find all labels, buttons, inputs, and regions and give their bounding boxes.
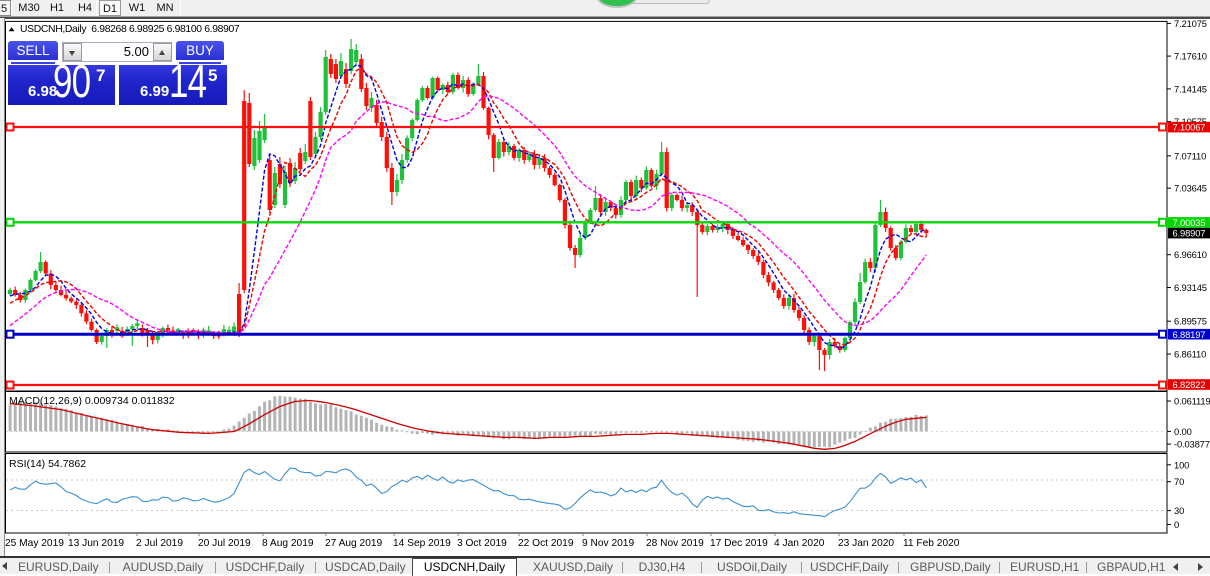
svg-text:6.93145: 6.93145 [1174,282,1207,293]
svg-text:-0.038777: -0.038777 [1174,439,1210,450]
svg-text:13 Jun 2019: 13 Jun 2019 [68,538,124,549]
svg-text:0.061119: 0.061119 [1174,396,1210,407]
svg-text:30: 30 [1174,505,1184,516]
svg-text:6.82822: 6.82822 [1173,379,1206,390]
svg-text:RSI(14) 54.7862: RSI(14) 54.7862 [9,458,86,470]
svg-text:4 Jan 2020: 4 Jan 2020 [774,538,825,549]
svg-text:25 May 2019: 25 May 2019 [5,538,64,549]
svg-text:3 Oct 2019: 3 Oct 2019 [457,538,507,549]
svg-text:28 Nov 2019: 28 Nov 2019 [646,538,704,549]
svg-text:9 Nov 2019: 9 Nov 2019 [582,538,634,549]
svg-text:100: 100 [1174,459,1189,470]
svg-text:7.10575: 7.10575 [1174,116,1207,127]
svg-text:6.88197: 6.88197 [1173,329,1206,340]
svg-text:7.07110: 7.07110 [1174,150,1206,161]
svg-text:6.96610: 6.96610 [1174,249,1207,260]
svg-text:70: 70 [1174,476,1184,487]
svg-text:20 Jul 2019: 20 Jul 2019 [198,538,251,549]
svg-text:6.86110: 6.86110 [1174,349,1206,360]
svg-text:6.89575: 6.89575 [1174,316,1207,327]
svg-text:6.98907: 6.98907 [1173,228,1206,239]
svg-text:14 Sep 2019: 14 Sep 2019 [393,538,451,549]
svg-text:17 Dec 2019: 17 Dec 2019 [710,538,768,549]
svg-text:23 Jan 2020: 23 Jan 2020 [838,538,894,549]
svg-text:MACD(12,26,9) 0.009734 0.01183: MACD(12,26,9) 0.009734 0.011832 [9,395,175,407]
svg-text:0: 0 [1174,519,1179,530]
svg-text:7.21075: 7.21075 [1174,18,1207,29]
svg-text:22 Oct 2019: 22 Oct 2019 [518,538,574,549]
svg-text:7.00035: 7.00035 [1173,217,1206,228]
svg-text:USDCNH,Daily 6.98268 6.98925: USDCNH,Daily 6.98268 6.98925 6.98100 6.9… [20,24,240,35]
svg-text:2 Jul 2019: 2 Jul 2019 [136,538,183,549]
svg-text:7.17610: 7.17610 [1174,51,1207,62]
svg-text:7.14145: 7.14145 [1174,83,1207,94]
svg-text:27 Aug 2019: 27 Aug 2019 [325,538,383,549]
svg-text:0.00: 0.00 [1174,426,1192,437]
svg-text:7.03645: 7.03645 [1174,183,1207,194]
svg-text:8 Aug 2019: 8 Aug 2019 [262,538,314,549]
svg-text:11 Feb 2020: 11 Feb 2020 [903,538,960,549]
svg-text:7.10067: 7.10067 [1173,122,1206,133]
